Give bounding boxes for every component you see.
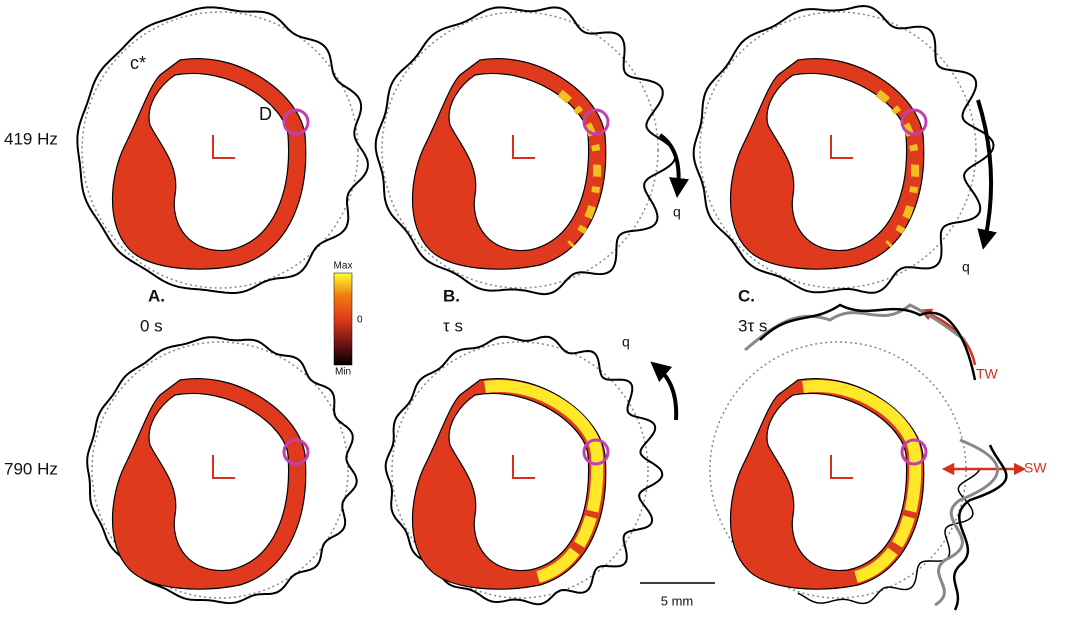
panel-time: τ s bbox=[443, 316, 463, 335]
label-sw: SW bbox=[1024, 460, 1047, 476]
panel-letter: A. bbox=[148, 286, 165, 305]
cochlea bbox=[731, 379, 924, 590]
axes-glyph bbox=[831, 455, 853, 478]
label-d: D bbox=[259, 104, 272, 124]
arrow bbox=[660, 135, 679, 188]
arrow bbox=[658, 368, 676, 420]
label-q: q bbox=[673, 204, 681, 220]
cochlea-ring bbox=[413, 59, 606, 270]
cochlea bbox=[731, 59, 924, 270]
label-q: q bbox=[962, 259, 970, 275]
scale-label: 5 mm bbox=[661, 593, 694, 608]
colorbar-max: Max bbox=[334, 261, 353, 272]
cochlea-ring bbox=[113, 59, 306, 270]
cochlea-ring bbox=[113, 379, 306, 590]
cochlea-ring bbox=[731, 59, 924, 270]
axes-glyph bbox=[213, 455, 235, 478]
wave bbox=[760, 305, 975, 380]
row-label: 790 Hz bbox=[4, 459, 58, 478]
figure: 419 Hz 790 Hz A. 0 s B. τ s C. 3τ s c* D… bbox=[0, 0, 1084, 617]
axes-glyph bbox=[213, 135, 235, 158]
panel-time: 3τ s bbox=[738, 316, 767, 335]
colorbar-min: Min bbox=[335, 367, 351, 378]
cochlea bbox=[113, 379, 306, 590]
label-c: c* bbox=[130, 53, 146, 73]
cochlea bbox=[413, 379, 606, 590]
arrow bbox=[978, 100, 991, 240]
axes-glyph bbox=[831, 135, 853, 158]
colorbar bbox=[334, 273, 352, 365]
wave bbox=[935, 440, 998, 605]
label-q: q bbox=[622, 334, 630, 350]
cochlea bbox=[113, 59, 306, 270]
row-label: 419 Hz bbox=[4, 129, 58, 148]
cochlea bbox=[413, 59, 606, 270]
colorbar-zero: 0 bbox=[357, 315, 363, 326]
axes-glyph bbox=[513, 135, 535, 158]
outer-wave bbox=[694, 6, 994, 293]
panel-letter: B. bbox=[443, 286, 460, 305]
label-tw: TW bbox=[976, 366, 999, 382]
axes-glyph bbox=[513, 455, 535, 478]
panel-letter: C. bbox=[738, 286, 755, 305]
panel-time: 0 s bbox=[140, 316, 163, 335]
